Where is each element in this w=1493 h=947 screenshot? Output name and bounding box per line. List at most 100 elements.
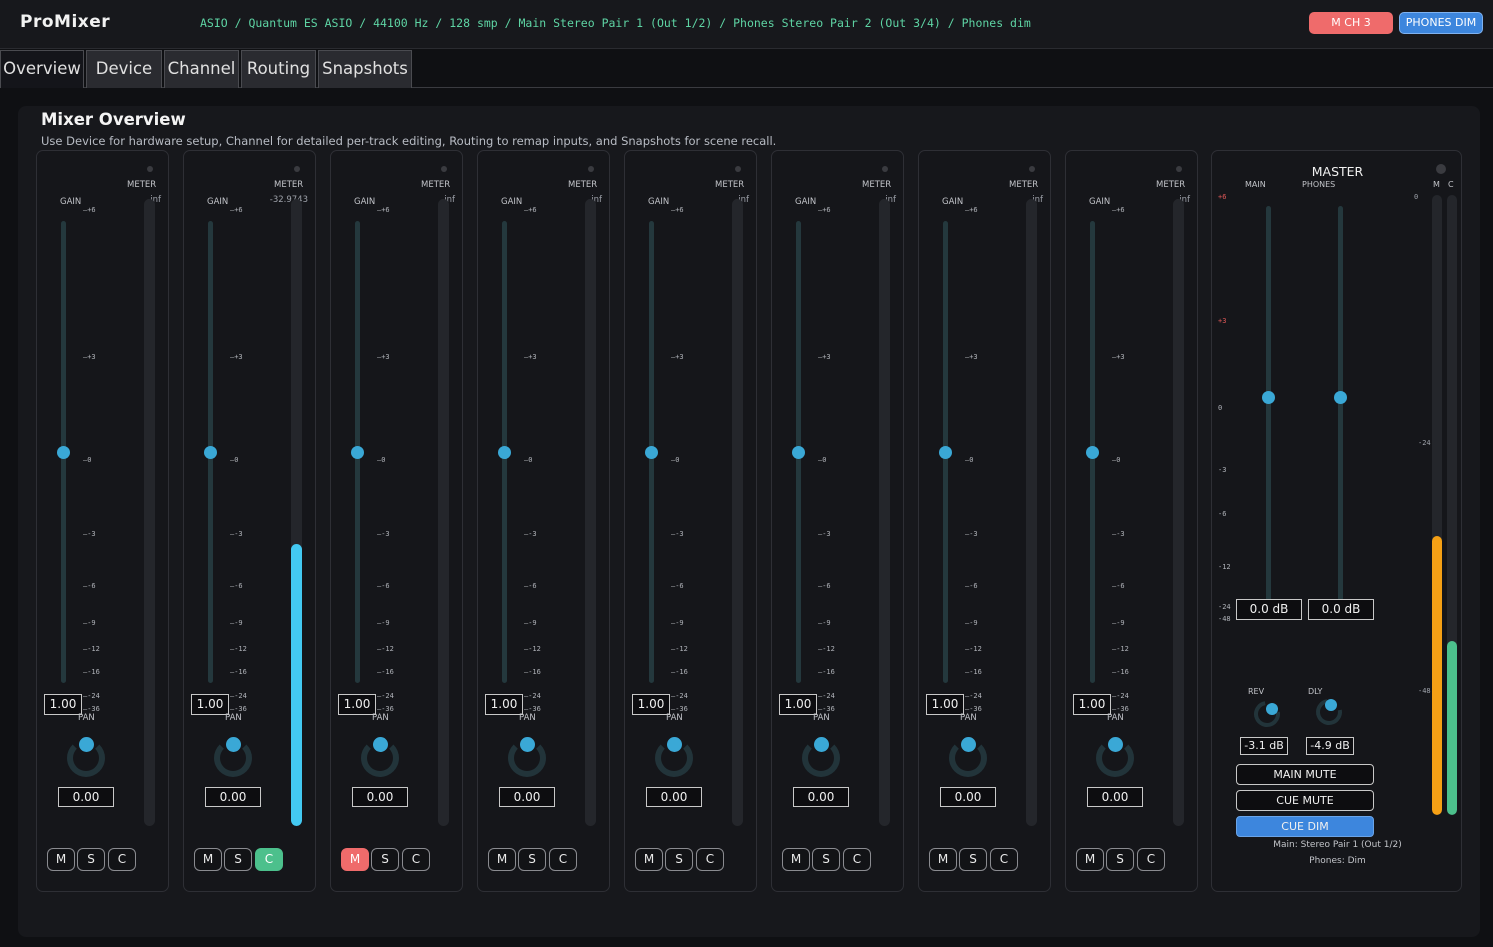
meter-label: METER [862, 180, 892, 190]
gain-fader-thumb[interactable] [498, 446, 511, 459]
pan-knob[interactable] [949, 739, 987, 777]
pan-knob[interactable] [655, 739, 693, 777]
tab-routing[interactable]: Routing [241, 50, 316, 88]
cue-button[interactable]: C [549, 848, 577, 871]
gain-fader-thumb[interactable] [939, 446, 952, 459]
cue-button[interactable]: C [255, 848, 283, 871]
solo-button[interactable]: S [77, 848, 105, 871]
gain-value-input[interactable]: 1.00 [191, 694, 229, 715]
mute-button[interactable]: M [782, 848, 810, 871]
tab-snapshots[interactable]: Snapshots [318, 50, 412, 88]
pan-knob-indicator[interactable] [79, 737, 94, 752]
gain-tick: –-36 [230, 705, 247, 713]
gain-tick: –-16 [230, 668, 247, 676]
pan-value-input[interactable]: 0.00 [646, 787, 702, 807]
pan-knob[interactable] [1096, 739, 1134, 777]
gain-tick: –-12 [818, 645, 835, 653]
pan-value-input[interactable]: 0.00 [352, 787, 408, 807]
pan-knob-indicator[interactable] [667, 737, 682, 752]
pan-knob[interactable] [802, 739, 840, 777]
meter-label: METER [1009, 180, 1039, 190]
pan-knob-indicator[interactable] [961, 737, 976, 752]
pan-knob-indicator[interactable] [226, 737, 241, 752]
meter-tick: -48 [1418, 687, 1431, 695]
pan-knob[interactable] [508, 739, 546, 777]
cue-button[interactable]: C [402, 848, 430, 871]
gain-value-input[interactable]: 1.00 [1073, 694, 1111, 715]
gain-fader-thumb[interactable] [351, 446, 364, 459]
gain-fader-thumb[interactable] [792, 446, 805, 459]
gain-fader-thumb[interactable] [1086, 446, 1099, 459]
gain-value-input[interactable]: 1.00 [44, 694, 82, 715]
cue-mute-button[interactable]: CUE MUTE [1236, 790, 1374, 811]
main-level-input[interactable]: 0.0 dB [1236, 599, 1302, 620]
phones-level-input[interactable]: 0.0 dB [1308, 599, 1374, 620]
solo-button[interactable]: S [224, 848, 252, 871]
solo-button[interactable]: S [371, 848, 399, 871]
main-fader-thumb[interactable] [1262, 391, 1275, 404]
pan-value-input[interactable]: 0.00 [499, 787, 555, 807]
rev-knob[interactable] [1248, 695, 1286, 733]
dly-value-input[interactable]: -4.9 dB [1306, 737, 1354, 755]
cue-button[interactable]: C [108, 848, 136, 871]
cue-button[interactable]: C [1137, 848, 1165, 871]
meter-value: -inf [882, 195, 896, 205]
mute-channel-badge[interactable]: M CH 3 [1309, 12, 1393, 34]
channel-led [147, 166, 153, 172]
gain-tick: –+6 [230, 206, 243, 214]
solo-button[interactable]: S [518, 848, 546, 871]
gain-value-input[interactable]: 1.00 [338, 694, 376, 715]
cue-button[interactable]: C [843, 848, 871, 871]
rev-knob-dot[interactable] [1266, 703, 1278, 715]
gain-fader-thumb[interactable] [645, 446, 658, 459]
tab-device[interactable]: Device [86, 50, 162, 88]
mute-button[interactable]: M [635, 848, 663, 871]
solo-button[interactable]: S [959, 848, 987, 871]
gain-tick: –-12 [671, 645, 688, 653]
mute-button[interactable]: M [488, 848, 516, 871]
pan-knob-indicator[interactable] [1108, 737, 1123, 752]
pan-value-input[interactable]: 0.00 [793, 787, 849, 807]
solo-button[interactable]: S [812, 848, 840, 871]
pan-knob[interactable] [361, 739, 399, 777]
channel-led [294, 166, 300, 172]
cue-dim-button[interactable]: CUE DIM [1236, 816, 1374, 837]
gain-value-input[interactable]: 1.00 [632, 694, 670, 715]
gain-tick: –-9 [524, 619, 537, 627]
mute-button[interactable]: M [47, 848, 75, 871]
gain-tick: –-9 [230, 619, 243, 627]
rev-value-input[interactable]: -3.1 dB [1240, 737, 1288, 755]
gain-tick: –-16 [1112, 668, 1129, 676]
solo-button[interactable]: S [665, 848, 693, 871]
pan-value-input[interactable]: 0.00 [58, 787, 114, 807]
gain-fader-thumb[interactable] [57, 446, 70, 459]
gain-value-input[interactable]: 1.00 [779, 694, 817, 715]
mute-button[interactable]: M [194, 848, 222, 871]
cue-button[interactable]: C [990, 848, 1018, 871]
pan-knob-indicator[interactable] [814, 737, 829, 752]
pan-value-input[interactable]: 0.00 [205, 787, 261, 807]
pan-knob-indicator[interactable] [520, 737, 535, 752]
dly-knob-dot[interactable] [1325, 699, 1337, 711]
tab-overview[interactable]: Overview [0, 50, 84, 88]
pan-value-input[interactable]: 0.00 [1087, 787, 1143, 807]
meter-label: METER [127, 180, 157, 190]
main-mute-button[interactable]: MAIN MUTE [1236, 764, 1374, 785]
gain-value-input[interactable]: 1.00 [485, 694, 523, 715]
mute-button[interactable]: M [929, 848, 957, 871]
meter-label: METER [274, 180, 304, 190]
gain-fader-thumb[interactable] [204, 446, 217, 459]
pan-value-input[interactable]: 0.00 [940, 787, 996, 807]
phones-fader-thumb[interactable] [1334, 391, 1347, 404]
mute-button[interactable]: M [1076, 848, 1104, 871]
solo-button[interactable]: S [1106, 848, 1134, 871]
pan-knob[interactable] [67, 739, 105, 777]
mute-button[interactable]: M [341, 848, 369, 871]
tab-channel[interactable]: Channel [164, 50, 239, 88]
gain-value-input[interactable]: 1.00 [926, 694, 964, 715]
phones-dim-badge[interactable]: PHONES DIM [1399, 12, 1483, 34]
pan-knob-indicator[interactable] [373, 737, 388, 752]
pan-knob[interactable] [214, 739, 252, 777]
cue-button[interactable]: C [696, 848, 724, 871]
gain-tick: –-16 [671, 668, 688, 676]
